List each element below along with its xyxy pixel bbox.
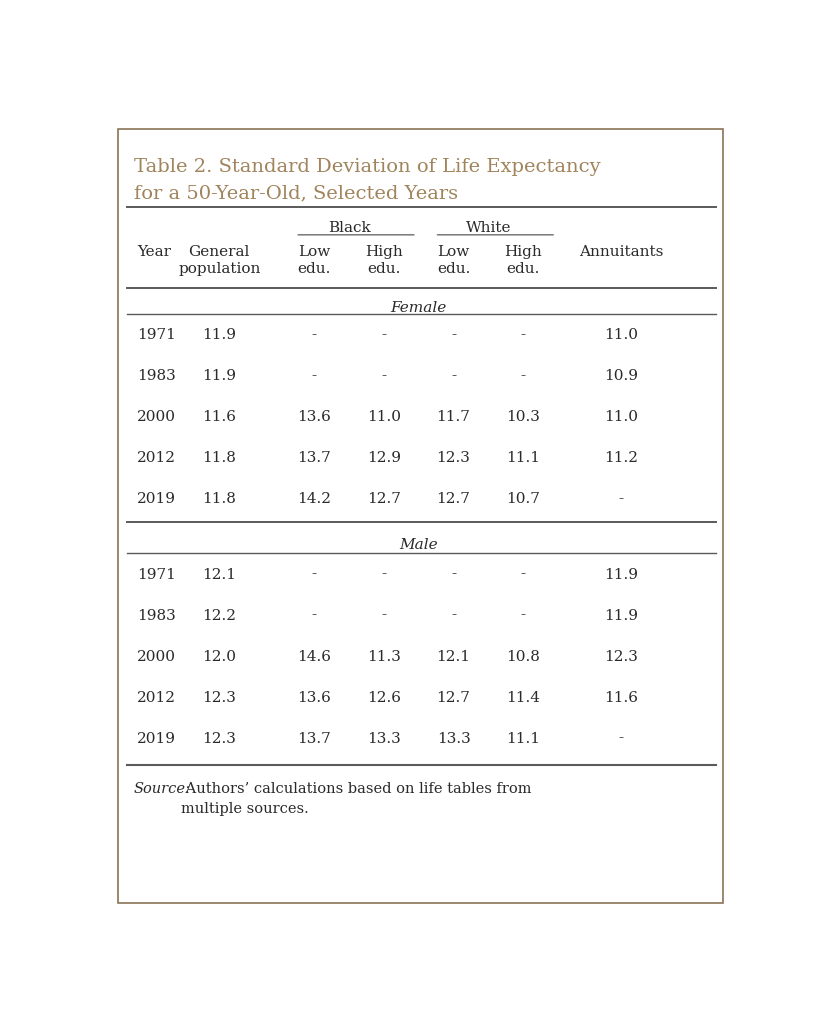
Text: 2019: 2019 [137,731,176,745]
Text: -: - [451,567,456,582]
Text: -: - [520,567,526,582]
Text: -: - [382,608,386,623]
FancyBboxPatch shape [118,129,722,903]
Text: 10.3: 10.3 [507,410,540,424]
Text: High
edu.: High edu. [504,245,542,276]
Text: Table 2. Standard Deviation of Life Expectancy: Table 2. Standard Deviation of Life Expe… [134,159,600,176]
Text: 2012: 2012 [137,690,176,705]
Text: 10.8: 10.8 [507,649,540,664]
Text: 12.2: 12.2 [203,608,236,623]
Text: Annuitants: Annuitants [579,245,663,259]
Text: 2000: 2000 [137,649,176,664]
Text: 1971: 1971 [137,328,176,342]
Text: 13.6: 13.6 [297,410,331,424]
Text: 12.3: 12.3 [203,690,236,705]
Text: 13.3: 13.3 [367,731,401,745]
Text: 2000: 2000 [137,410,176,424]
Text: 12.6: 12.6 [367,690,401,705]
Text: 10.9: 10.9 [605,369,638,383]
Text: -: - [311,369,317,383]
Text: -: - [451,369,456,383]
Text: 13.7: 13.7 [297,731,331,745]
Text: 1983: 1983 [137,608,176,623]
Text: 12.3: 12.3 [605,649,638,664]
Text: 12.7: 12.7 [367,492,401,506]
Text: Source:: Source: [134,782,190,796]
Text: Male: Male [400,538,438,552]
Text: -: - [311,608,317,623]
Text: General
population: General population [178,245,261,276]
Text: 11.0: 11.0 [605,328,638,342]
Text: 11.8: 11.8 [203,492,236,506]
Text: 12.9: 12.9 [367,451,401,465]
Text: -: - [382,369,386,383]
Text: 13.3: 13.3 [436,731,471,745]
Text: -: - [520,608,526,623]
Text: -: - [451,608,456,623]
Text: 12.3: 12.3 [203,731,236,745]
Text: -: - [520,369,526,383]
Text: 12.1: 12.1 [203,567,236,582]
Text: 11.9: 11.9 [605,608,638,623]
Text: Low
edu.: Low edu. [297,245,331,276]
Text: 11.0: 11.0 [367,410,401,424]
Text: 14.6: 14.6 [297,649,331,664]
Text: 11.6: 11.6 [203,410,236,424]
Text: Low
edu.: Low edu. [437,245,471,276]
Text: 11.1: 11.1 [507,731,540,745]
Text: 11.7: 11.7 [436,410,471,424]
Text: 12.1: 12.1 [436,649,471,664]
Text: 12.7: 12.7 [436,690,471,705]
Text: White: White [466,220,511,234]
Text: 14.2: 14.2 [297,492,331,506]
Text: 11.3: 11.3 [367,649,401,664]
Text: -: - [520,328,526,342]
Text: 1971: 1971 [137,567,176,582]
Text: -: - [311,328,317,342]
Text: High
edu.: High edu. [365,245,403,276]
Text: -: - [382,328,386,342]
Text: 12.7: 12.7 [436,492,471,506]
Text: -: - [451,328,456,342]
Text: Authors’ calculations based on life tables from
multiple sources.: Authors’ calculations based on life tabl… [181,782,532,815]
Text: 2012: 2012 [137,451,176,465]
Text: 13.6: 13.6 [297,690,331,705]
Text: -: - [618,492,624,506]
Text: 11.9: 11.9 [605,567,638,582]
Text: -: - [311,567,317,582]
Text: 11.0: 11.0 [605,410,638,424]
Text: 10.7: 10.7 [507,492,540,506]
Text: 11.8: 11.8 [203,451,236,465]
Text: for a 50-Year-Old, Selected Years: for a 50-Year-Old, Selected Years [134,184,458,203]
Text: 13.7: 13.7 [297,451,331,465]
Text: 12.3: 12.3 [436,451,471,465]
Text: Black: Black [328,220,370,234]
Text: Year: Year [137,245,171,259]
Text: -: - [618,731,624,745]
Text: 11.4: 11.4 [507,690,540,705]
Text: 11.1: 11.1 [507,451,540,465]
Text: 11.2: 11.2 [605,451,638,465]
Text: 2019: 2019 [137,492,176,506]
Text: 11.9: 11.9 [203,369,236,383]
Text: 1983: 1983 [137,369,176,383]
Text: 11.9: 11.9 [203,328,236,342]
Text: Female: Female [391,301,447,315]
Text: -: - [382,567,386,582]
Text: 12.0: 12.0 [203,649,236,664]
Text: 11.6: 11.6 [605,690,638,705]
